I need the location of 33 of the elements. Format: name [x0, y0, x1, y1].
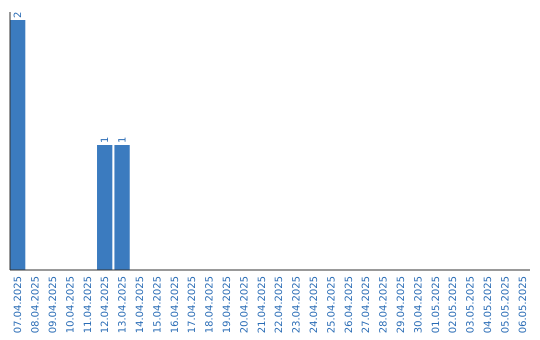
- x-tick-label: 03.05.2025: [466, 276, 477, 334]
- x-tick-label: 11.04.2025: [82, 276, 94, 334]
- x-tick-label: 07.04.2025: [13, 276, 24, 334]
- x-tick-label: 05.05.2025: [500, 276, 512, 334]
- x-tick-label: 20.04.2025: [239, 276, 250, 334]
- x-tick-label: 28.04.2025: [378, 276, 390, 334]
- x-tick-label: 02.05.2025: [448, 276, 460, 334]
- x-tick-label: 16.04.2025: [170, 276, 181, 334]
- x-tick-label: 24.04.2025: [309, 276, 320, 334]
- x-tick-label: 12.04.2025: [100, 276, 112, 334]
- x-tick-label: 29.04.2025: [396, 276, 408, 334]
- x-tick-label: 09.04.2025: [48, 276, 59, 334]
- data-label: 2: [13, 12, 24, 18]
- data-label: 1: [100, 136, 112, 143]
- x-tick-label: 30.04.2025: [413, 276, 424, 334]
- x-tick-label: 23.04.2025: [292, 276, 303, 334]
- data-label: 1: [118, 136, 129, 143]
- x-tick-label: 04.05.2025: [483, 276, 494, 334]
- x-tick-label: 01.05.2025: [430, 276, 442, 334]
- x-tick-label: 13.04.2025: [118, 276, 129, 334]
- x-tick-label: 06.05.2025: [518, 276, 529, 334]
- x-tick-label: 17.04.2025: [187, 276, 198, 334]
- x-tick-label: 08.04.2025: [30, 276, 42, 334]
- x-tick-label: 14.04.2025: [134, 276, 146, 334]
- x-tick-label: 26.04.2025: [344, 276, 355, 334]
- x-tick-label: 19.04.2025: [222, 276, 233, 334]
- x-tick-label: 15.04.2025: [152, 276, 164, 334]
- x-tick-label: 18.04.2025: [204, 276, 216, 334]
- x-tick-label: 10.04.2025: [65, 276, 76, 334]
- x-tick-label: 22.04.2025: [274, 276, 286, 334]
- x-tick-label: 21.04.2025: [256, 276, 268, 334]
- x-tick-label: 27.04.2025: [361, 276, 372, 334]
- x-tick-label: 25.04.2025: [326, 276, 338, 334]
